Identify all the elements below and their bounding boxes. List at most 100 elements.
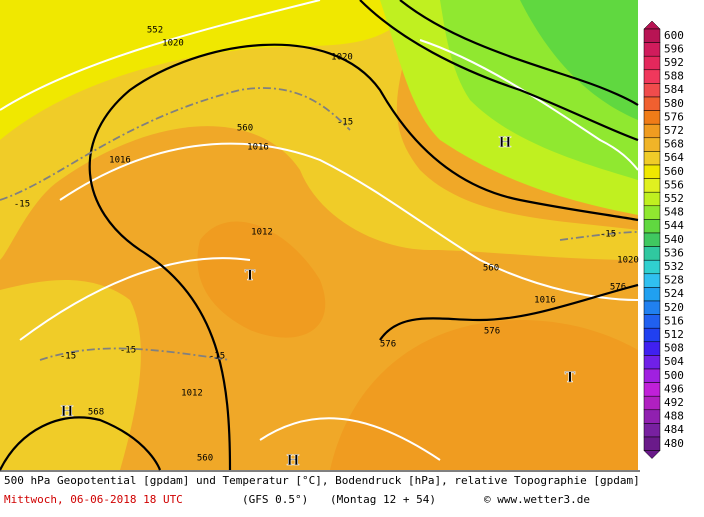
map-label: -15	[120, 346, 136, 356]
map: 552 1020 1020 -15 560 1016 1016 1012 560…	[0, 0, 639, 471]
isohypses	[0, 0, 639, 461]
legend-label: 484	[664, 423, 684, 436]
legend-swatch	[643, 368, 661, 383]
legend-label: 600	[664, 29, 684, 42]
legend-swatch	[643, 436, 661, 451]
map-label: 576	[610, 283, 626, 293]
pressure-center: T	[245, 268, 256, 284]
legend-swatch	[643, 314, 661, 329]
orange-core	[197, 221, 326, 338]
map-label: -15	[60, 352, 76, 362]
legend-swatch	[643, 273, 661, 288]
pressure-center: T	[565, 370, 576, 386]
legend-swatch	[643, 137, 661, 152]
legend-swatch	[643, 327, 661, 343]
legend-label: 580	[664, 97, 684, 110]
legend-swatch	[643, 42, 661, 57]
map-label: 576	[484, 327, 500, 337]
legend-arrow-top	[643, 20, 661, 30]
legend-label: 596	[664, 42, 684, 55]
footer-model: (GFS 0.5°)	[242, 493, 308, 506]
pressure-center: H	[498, 135, 511, 151]
legend-label: 504	[664, 355, 684, 368]
legend-label: 584	[664, 83, 684, 96]
legend-swatch	[643, 232, 661, 247]
legend-swatch	[643, 83, 661, 98]
legend-swatch	[643, 287, 661, 302]
legend-label: 480	[664, 437, 684, 450]
map-label: -15	[600, 230, 616, 240]
map-label: 1016	[534, 296, 556, 306]
legend-label: 528	[664, 274, 684, 287]
legend-swatch	[643, 69, 661, 84]
legend-swatch	[643, 96, 661, 111]
legend-label: 524	[664, 287, 684, 300]
map-label: 576	[380, 340, 396, 350]
map-label: -15	[209, 352, 225, 362]
orange-zone-se	[330, 320, 638, 470]
legend-swatch	[643, 191, 661, 207]
legend-label: 516	[664, 314, 684, 327]
temperature-lines	[0, 87, 639, 361]
legend-swatch	[643, 55, 661, 71]
legend-swatch	[643, 178, 661, 193]
legend-swatch	[643, 219, 661, 234]
legend-label: 488	[664, 410, 684, 423]
legend-label: 512	[664, 328, 684, 341]
legend-label: 572	[664, 124, 684, 137]
legend-swatch	[643, 423, 661, 438]
legend-swatch	[643, 205, 661, 220]
color-legend: 6005965925885845805765725685645605565525…	[643, 20, 684, 459]
legend-label: 520	[664, 301, 684, 314]
legend-swatch	[643, 259, 661, 275]
legend-label: 500	[664, 369, 684, 382]
map-label: -15	[14, 200, 30, 210]
legend-label: 540	[664, 233, 684, 246]
yellow-zone	[0, 0, 638, 260]
legend-swatch	[643, 151, 661, 166]
legend-swatch	[643, 382, 661, 397]
isobars	[0, 0, 639, 471]
legend-label: 564	[664, 151, 684, 164]
map-label: 560	[483, 264, 499, 274]
legend-swatch	[643, 28, 661, 43]
legend-label: 568	[664, 138, 684, 151]
pressure-center: H	[60, 404, 73, 420]
legend-label: 508	[664, 342, 684, 355]
legend-label: 576	[664, 110, 684, 123]
legend-label: 492	[664, 396, 684, 409]
legend-label: 496	[664, 382, 684, 395]
legend-label: 548	[664, 206, 684, 219]
legend-label: 592	[664, 56, 684, 69]
legend-label: 560	[664, 165, 684, 178]
footer-source: © www.wetter3.de	[484, 493, 590, 506]
legend-arrow-bottom	[643, 450, 661, 459]
legend-label: 552	[664, 192, 684, 205]
legend-label: 532	[664, 260, 684, 273]
legend-swatch	[643, 300, 661, 315]
map-label: 1020	[331, 53, 353, 63]
legend-swatch	[643, 123, 661, 139]
legend-swatch	[643, 395, 661, 411]
map-label: 568	[88, 408, 104, 418]
footer-date: Mittwoch, 06-06-2018 18 UTC	[4, 493, 183, 506]
map-label: -15	[337, 118, 353, 128]
legend-label: 556	[664, 178, 684, 191]
map-label: 1016	[247, 143, 269, 153]
map-label: 1012	[181, 389, 203, 399]
map-label: 560	[197, 454, 213, 464]
map-label: 1020	[162, 39, 184, 49]
map-label: 1012	[251, 228, 273, 238]
bright-yellow-zone	[0, 0, 420, 140]
legend-swatch	[643, 355, 661, 370]
map-label: 560	[237, 124, 253, 134]
map-label: 1020	[617, 256, 639, 266]
map-label: 1016	[109, 156, 131, 166]
legend-swatch	[643, 110, 661, 125]
legend-swatch	[643, 164, 661, 179]
footer: 500 hPa Geopotential [gpdam] und Tempera…	[0, 470, 640, 506]
legend-swatch	[643, 246, 661, 261]
map-label: 552	[147, 26, 163, 36]
legend-swatch	[643, 409, 661, 424]
